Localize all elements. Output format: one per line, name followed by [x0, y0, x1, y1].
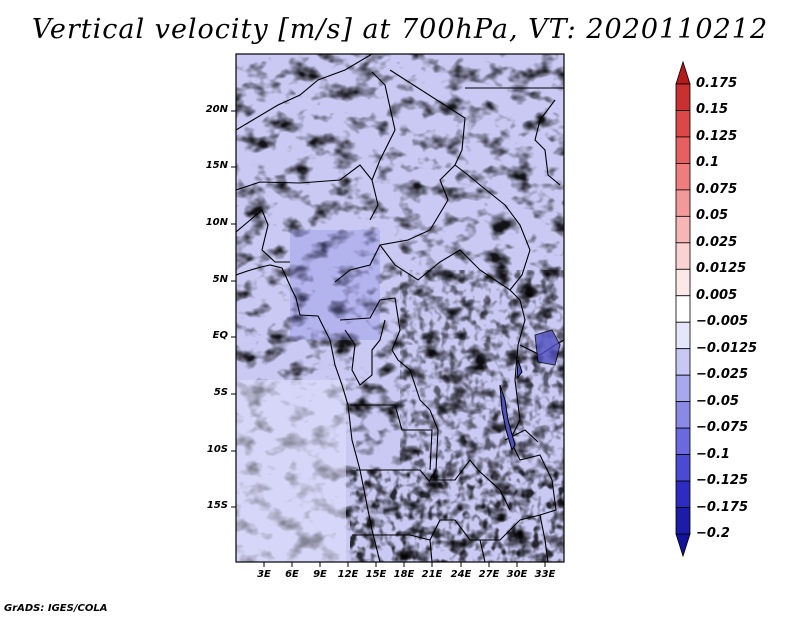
colorbar-swatch — [675, 83, 691, 111]
colorbar-tick-label: −0.05 — [696, 393, 739, 409]
lon-label: 15E — [365, 569, 387, 580]
colorbar-tick-label: −0.025 — [696, 367, 749, 383]
chart-title: Vertical velocity [m/s] at 700hPa, VT: 2… — [31, 14, 769, 45]
colorbar-bottom-triangle — [675, 533, 691, 558]
colorbar-tick-label: −0.1 — [696, 446, 730, 462]
colorbar-tick-label: 0.005 — [696, 287, 738, 303]
lat-label: 5S — [213, 387, 228, 398]
colorbar-tick-label: 0.125 — [696, 128, 738, 144]
colorbar-tick-label: −0.075 — [696, 420, 749, 436]
lat-label: 15N — [205, 160, 228, 171]
lat-label: 5N — [212, 274, 228, 285]
colorbar-tick-label: −0.0125 — [696, 340, 758, 356]
map-frame — [235, 53, 565, 563]
colorbar-swatch — [675, 189, 691, 217]
colorbar-tick-label: 0.075 — [696, 181, 738, 197]
colorbar-tick-label: 0.15 — [696, 102, 729, 118]
colorbar-swatch — [675, 136, 691, 164]
colorbar-swatch — [675, 348, 691, 376]
colorbar-swatch — [675, 295, 691, 323]
field-shading — [236, 54, 564, 562]
colorbar-swatch — [675, 374, 691, 403]
colorbar-swatch — [675, 427, 691, 455]
colorbar-tick-label: −0.005 — [696, 314, 749, 330]
lon-label: 21E — [421, 569, 443, 580]
colorbar-swatch — [675, 215, 691, 244]
colorbar-top-triangle — [675, 60, 691, 85]
colorbar-tick-label: −0.125 — [696, 473, 749, 489]
colorbar-tick-label: 0.05 — [696, 208, 729, 224]
colorbar-swatch — [675, 110, 691, 138]
lon-label: 9E — [313, 569, 327, 580]
lon-label: 3E — [257, 569, 271, 580]
colorbar-tick-label: 0.175 — [696, 76, 738, 91]
colorbar-swatch — [675, 507, 691, 535]
colorbar-swatch — [675, 163, 691, 191]
lon-label: 18E — [393, 569, 415, 580]
colorbar-swatch — [675, 480, 691, 508]
colorbar-swatch — [675, 401, 691, 429]
colorbar-swatch — [675, 321, 691, 350]
lon-label: 27E — [478, 569, 500, 580]
lat-label: 15S — [206, 500, 228, 511]
colorbar-swatch — [675, 242, 691, 270]
lon-label: 30E — [506, 569, 528, 580]
colorbar-tick-label: 0.025 — [696, 234, 738, 250]
colorbar-swatch — [675, 268, 691, 297]
colorbar-tick-label: 0.1 — [696, 155, 720, 171]
lon-ticks — [263, 562, 546, 567]
country-borders — [236, 54, 564, 562]
lat-label: EQ — [212, 330, 228, 341]
lon-label: 24E — [450, 569, 472, 580]
lat-label: 20N — [205, 104, 228, 115]
credit-text: GrADS: IGES/COLA — [4, 603, 108, 614]
lon-label: 33E — [534, 569, 556, 580]
lakes — [499, 329, 561, 452]
colorbar — [675, 60, 691, 558]
lon-label: 6E — [285, 569, 299, 580]
colorbar-tick-label: −0.2 — [696, 526, 730, 541]
colorbar-tick-label: 0.0125 — [696, 261, 747, 277]
lat-ticks — [231, 110, 236, 508]
lat-label: 10S — [206, 444, 228, 455]
colorbar-tick-label: −0.175 — [696, 499, 749, 515]
lat-label: 10N — [205, 217, 228, 228]
lon-label: 12E — [337, 569, 359, 580]
colorbar-swatch — [675, 454, 691, 482]
